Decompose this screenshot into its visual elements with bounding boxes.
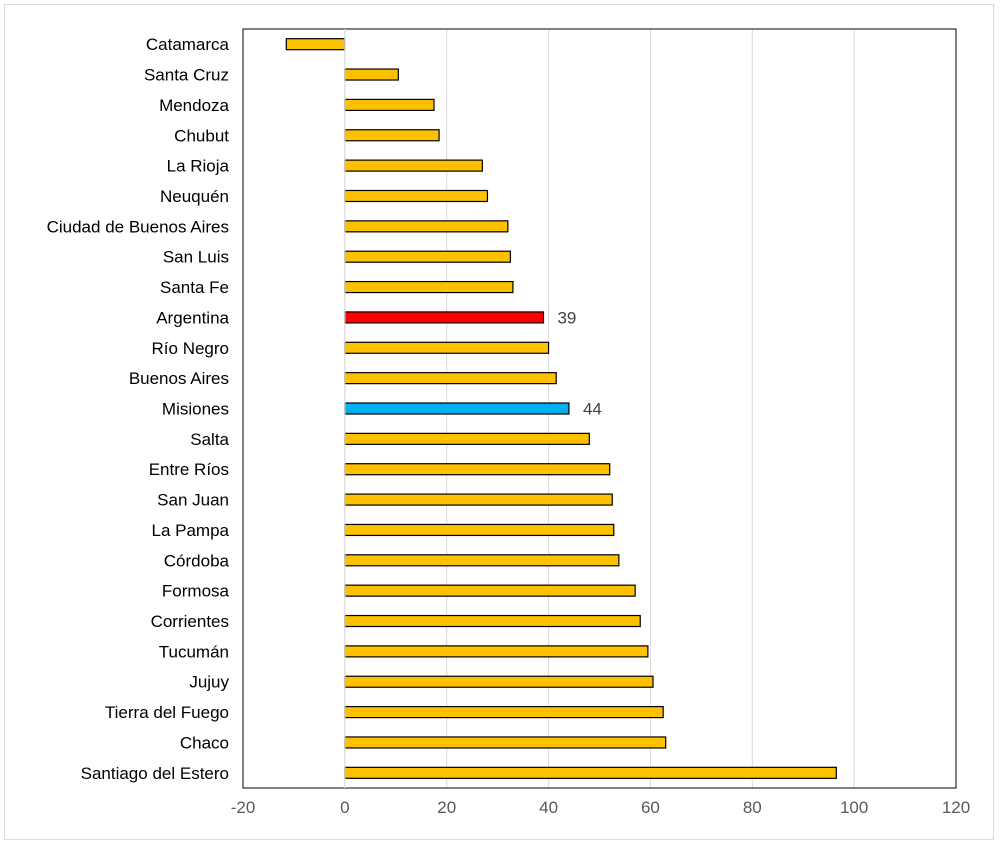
category-label: San Luis: [163, 248, 229, 267]
x-tick-label: 120: [942, 798, 970, 817]
category-label: Buenos Aires: [129, 369, 229, 388]
x-tick-label: -20: [231, 798, 256, 817]
category-label: San Juan: [157, 491, 229, 510]
bar: [344, 523, 615, 537]
category-label: Argentina: [156, 308, 229, 327]
bar: [344, 432, 590, 445]
category-label: La Pampa: [152, 521, 230, 540]
category-label: Santa Cruz: [144, 66, 229, 85]
category-label: Santiago del Estero: [81, 764, 229, 783]
bar: [344, 189, 489, 203]
bar: [285, 38, 346, 51]
bar: [344, 463, 611, 476]
bar: [344, 311, 545, 324]
bar: [344, 341, 550, 354]
category-label: Catamarca: [146, 35, 230, 54]
bar: [344, 614, 641, 628]
bar: [344, 372, 557, 385]
category-label: Neuquén: [160, 187, 229, 206]
x-tick-label: 20: [437, 798, 456, 817]
category-label: Misiones: [162, 400, 229, 419]
data-labels: 39 44: [557, 308, 601, 418]
category-label: Tierra del Fuego: [105, 703, 229, 722]
bar: [344, 675, 654, 688]
x-tick-label: 100: [840, 798, 868, 817]
chart-frame: Catamarca Santa Cruz Mendoza Chubut La Rioja…: [4, 4, 994, 840]
bars: [285, 38, 837, 779]
x-tick-label: 0: [340, 798, 349, 817]
x-tick-label: 40: [539, 798, 558, 817]
category-label: Tucumán: [159, 642, 229, 661]
bar: [344, 159, 483, 172]
bar: [344, 554, 620, 567]
category-label: Corrientes: [151, 612, 229, 631]
bar: [344, 402, 570, 415]
category-labels: Catamarca Santa Cruz Mendoza Chubut La Rioja…: [47, 35, 230, 783]
category-label: Ciudad de Buenos Aires: [47, 217, 229, 236]
bar: [344, 766, 837, 779]
category-label: Jujuy: [189, 673, 229, 692]
bar: [344, 280, 514, 294]
bar: [344, 220, 509, 233]
x-tick-label: 60: [641, 798, 660, 817]
bar: [344, 705, 664, 719]
bar: [344, 645, 649, 658]
bar: [344, 584, 636, 597]
category-label: Córdoba: [164, 551, 230, 570]
category-label: Entre Ríos: [149, 460, 229, 479]
data-label: 44: [583, 400, 602, 419]
bar: [344, 493, 613, 506]
bar-chart: Catamarca Santa Cruz Mendoza Chubut La Rioja…: [47, 28, 970, 817]
category-label: Chubut: [174, 126, 229, 145]
bar: [344, 68, 399, 81]
bar: [344, 250, 511, 263]
category-label: Mendoza: [159, 96, 229, 115]
bar: [344, 129, 440, 142]
category-label: Río Negro: [152, 339, 229, 358]
category-label: La Rioja: [167, 157, 230, 176]
category-label: Formosa: [162, 582, 230, 601]
x-tick-labels: -20 0 20 40 60 80 100 120: [231, 798, 970, 817]
data-label: 39: [557, 308, 576, 327]
bar: [344, 736, 667, 749]
category-label: Santa Fe: [160, 278, 229, 297]
x-tick-label: 80: [743, 798, 762, 817]
bar: [344, 98, 435, 112]
category-label: Chaco: [180, 733, 229, 752]
plot-area-border: [242, 28, 957, 789]
category-label: Salta: [190, 430, 229, 449]
